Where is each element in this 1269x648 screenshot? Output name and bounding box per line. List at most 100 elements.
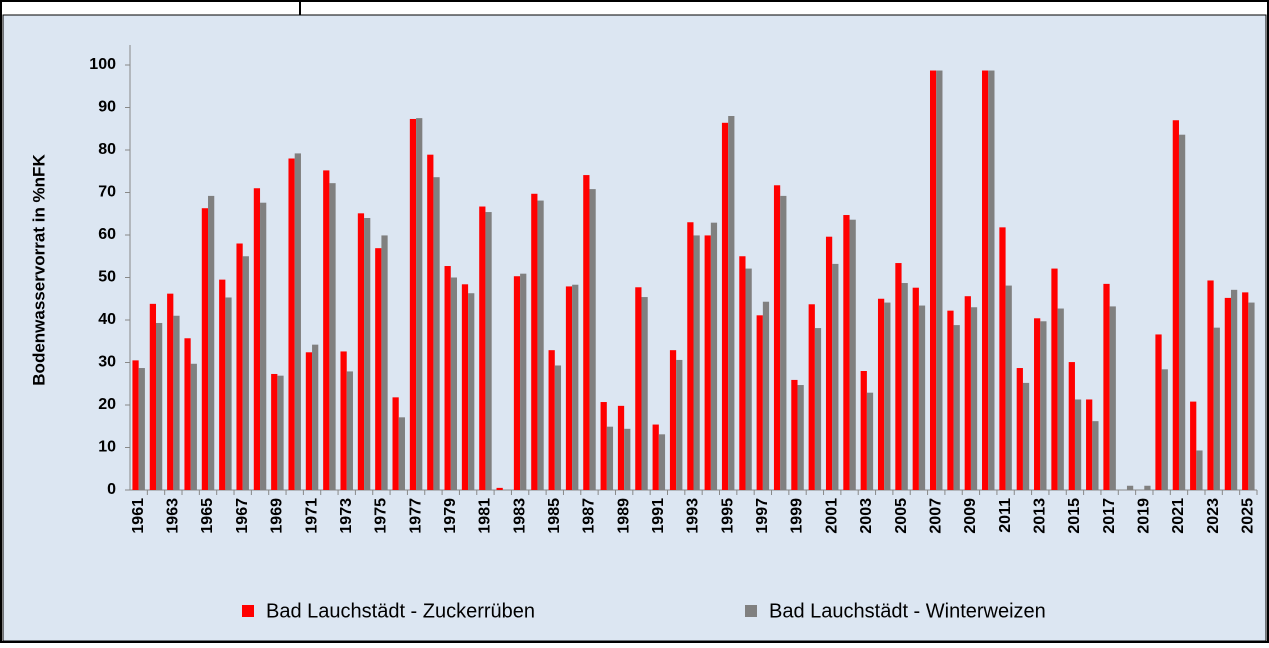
x-tick-label: 2025 xyxy=(1240,498,1257,534)
bar xyxy=(1005,285,1012,490)
bar xyxy=(572,284,579,490)
x-tick-label: 1963 xyxy=(165,498,182,534)
bar xyxy=(1086,399,1093,490)
bar xyxy=(565,286,573,490)
bar xyxy=(884,302,891,490)
bar xyxy=(1155,334,1162,490)
legend-label: Bad Lauchstädt - Winterweizen xyxy=(769,600,1046,622)
y-tick-label: 50 xyxy=(98,269,116,286)
bar xyxy=(444,266,451,490)
bar xyxy=(843,215,850,490)
x-tick-label: 2013 xyxy=(1031,498,1048,534)
bar xyxy=(676,359,683,490)
bar xyxy=(364,218,371,490)
bar xyxy=(1230,289,1238,490)
bar xyxy=(895,263,902,490)
x-tick-label: 1967 xyxy=(234,498,251,534)
bar xyxy=(1190,401,1197,490)
bar xyxy=(606,426,614,490)
bar xyxy=(849,219,856,490)
bar xyxy=(1242,292,1249,490)
y-tick-label: 70 xyxy=(98,184,116,201)
bar xyxy=(375,248,382,490)
bar xyxy=(1196,450,1203,490)
bar xyxy=(641,297,648,490)
bar xyxy=(589,189,596,490)
bar xyxy=(808,304,815,490)
bar xyxy=(554,365,562,490)
bar xyxy=(329,183,336,490)
y-tick-label: 10 xyxy=(98,439,116,456)
bar xyxy=(340,351,347,490)
legend-swatch xyxy=(745,605,757,617)
bar xyxy=(138,368,145,490)
bar xyxy=(832,263,839,490)
bar xyxy=(294,153,301,490)
bar xyxy=(132,360,139,490)
chart-panel xyxy=(2,14,1267,642)
bar xyxy=(1057,308,1064,490)
x-tick-label: 1979 xyxy=(442,498,459,534)
bar xyxy=(260,202,267,490)
bar xyxy=(450,277,458,490)
bar xyxy=(1213,327,1220,490)
bar xyxy=(312,344,319,490)
bar xyxy=(208,195,215,490)
bar xyxy=(947,310,954,490)
x-tick-label: 2003 xyxy=(858,498,875,534)
bar xyxy=(219,279,226,490)
bar xyxy=(687,222,694,490)
x-tick-label: 1999 xyxy=(789,498,806,534)
bar xyxy=(901,283,908,490)
bar xyxy=(762,301,770,490)
legend-label: Bad Lauchstädt - Zuckerrüben xyxy=(266,600,535,622)
bar xyxy=(721,122,729,491)
bar xyxy=(496,487,503,490)
y-tick-label: 40 xyxy=(98,311,116,328)
y-tick-label: 0 xyxy=(107,481,116,498)
bar xyxy=(531,193,538,490)
bar xyxy=(918,305,926,490)
bar xyxy=(710,222,718,491)
y-tick-label: 60 xyxy=(98,226,116,243)
bar xyxy=(1109,306,1116,490)
bar xyxy=(600,402,607,490)
bar xyxy=(381,235,388,490)
bar xyxy=(323,170,330,490)
bar xyxy=(1103,283,1110,490)
bar xyxy=(253,188,261,490)
x-tick-label: 1975 xyxy=(373,498,390,534)
bar xyxy=(236,243,243,490)
bar xyxy=(398,417,405,490)
y-tick-label: 100 xyxy=(89,56,116,73)
bar xyxy=(693,235,700,490)
bar xyxy=(953,325,960,490)
x-tick-label: 2015 xyxy=(1066,498,1083,534)
x-tick-label: 1973 xyxy=(338,498,355,534)
legend-swatch xyxy=(242,605,254,617)
x-tick-label: 1969 xyxy=(269,498,286,534)
bar xyxy=(184,338,191,490)
bar xyxy=(190,363,197,490)
x-tick-label: 2007 xyxy=(927,498,944,534)
x-tick-label: 2017 xyxy=(1101,498,1118,534)
bar xyxy=(520,273,527,490)
x-tick-label: 2005 xyxy=(893,498,910,534)
x-tick-label: 2019 xyxy=(1136,498,1153,534)
bar xyxy=(1092,421,1099,490)
bar xyxy=(242,256,249,490)
bar xyxy=(773,185,781,490)
bar xyxy=(780,195,787,490)
bar xyxy=(461,284,469,490)
bar xyxy=(485,212,492,491)
bar xyxy=(1016,368,1023,490)
x-tick-label: 2021 xyxy=(1170,498,1187,534)
bar xyxy=(658,434,666,490)
y-tick-label: 90 xyxy=(98,99,116,116)
bar xyxy=(1126,485,1134,490)
x-tick-label: 1989 xyxy=(615,498,632,534)
bar xyxy=(1034,318,1041,490)
bar xyxy=(866,392,874,490)
y-tick-label: 20 xyxy=(98,396,116,413)
